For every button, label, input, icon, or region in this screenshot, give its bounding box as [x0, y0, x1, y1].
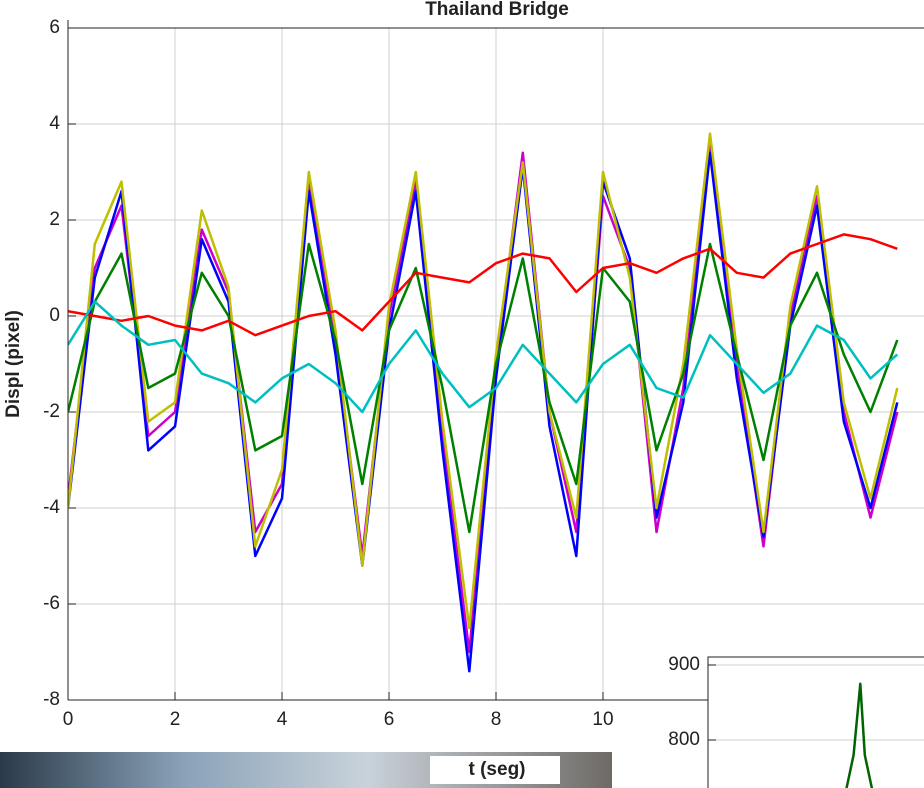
series-line [68, 300, 899, 414]
x-tick-label: 10 [592, 709, 613, 730]
y-tick-label: 6 [49, 17, 60, 38]
x-tick-label: 0 [63, 709, 74, 730]
y-tick-label: 4 [49, 113, 60, 134]
y-tick-label: -2 [43, 401, 60, 422]
y-tick-label: -4 [43, 497, 60, 518]
x-axis-label: t (seg) [469, 759, 526, 780]
series-line [68, 132, 899, 630]
x-tick-label: 8 [491, 709, 502, 730]
y-tick-label: 0 [49, 305, 60, 326]
y-tick-label: 2 [49, 209, 60, 230]
main-chart: -8 -6 -4 -2 0 2 4 6 0 2 4 6 8 10 Thailand Bridge t (seg… [3, 0, 924, 784]
chart-title: Thailand Bridge [425, 0, 569, 20]
y-tick-label: 900 [668, 654, 700, 675]
x-tick-label: 6 [384, 709, 395, 730]
series-line [68, 233, 898, 337]
inset-frame [707, 656, 924, 788]
plot-area [845, 682, 874, 788]
x-tick-label: 4 [277, 709, 288, 730]
plot-area [68, 132, 899, 673]
series-line [845, 682, 874, 788]
series-line [68, 242, 899, 534]
x-tick-label: 2 [170, 709, 181, 730]
y-tick-label: -8 [43, 689, 60, 710]
inset-chart: 800 900 [668, 654, 924, 788]
y-tick-label: -6 [43, 593, 60, 614]
y-tick-label: 800 [668, 729, 700, 750]
series-line [68, 151, 899, 673]
label-backdrop [430, 756, 560, 784]
y-axis-label: Displ (pixel) [3, 310, 24, 418]
